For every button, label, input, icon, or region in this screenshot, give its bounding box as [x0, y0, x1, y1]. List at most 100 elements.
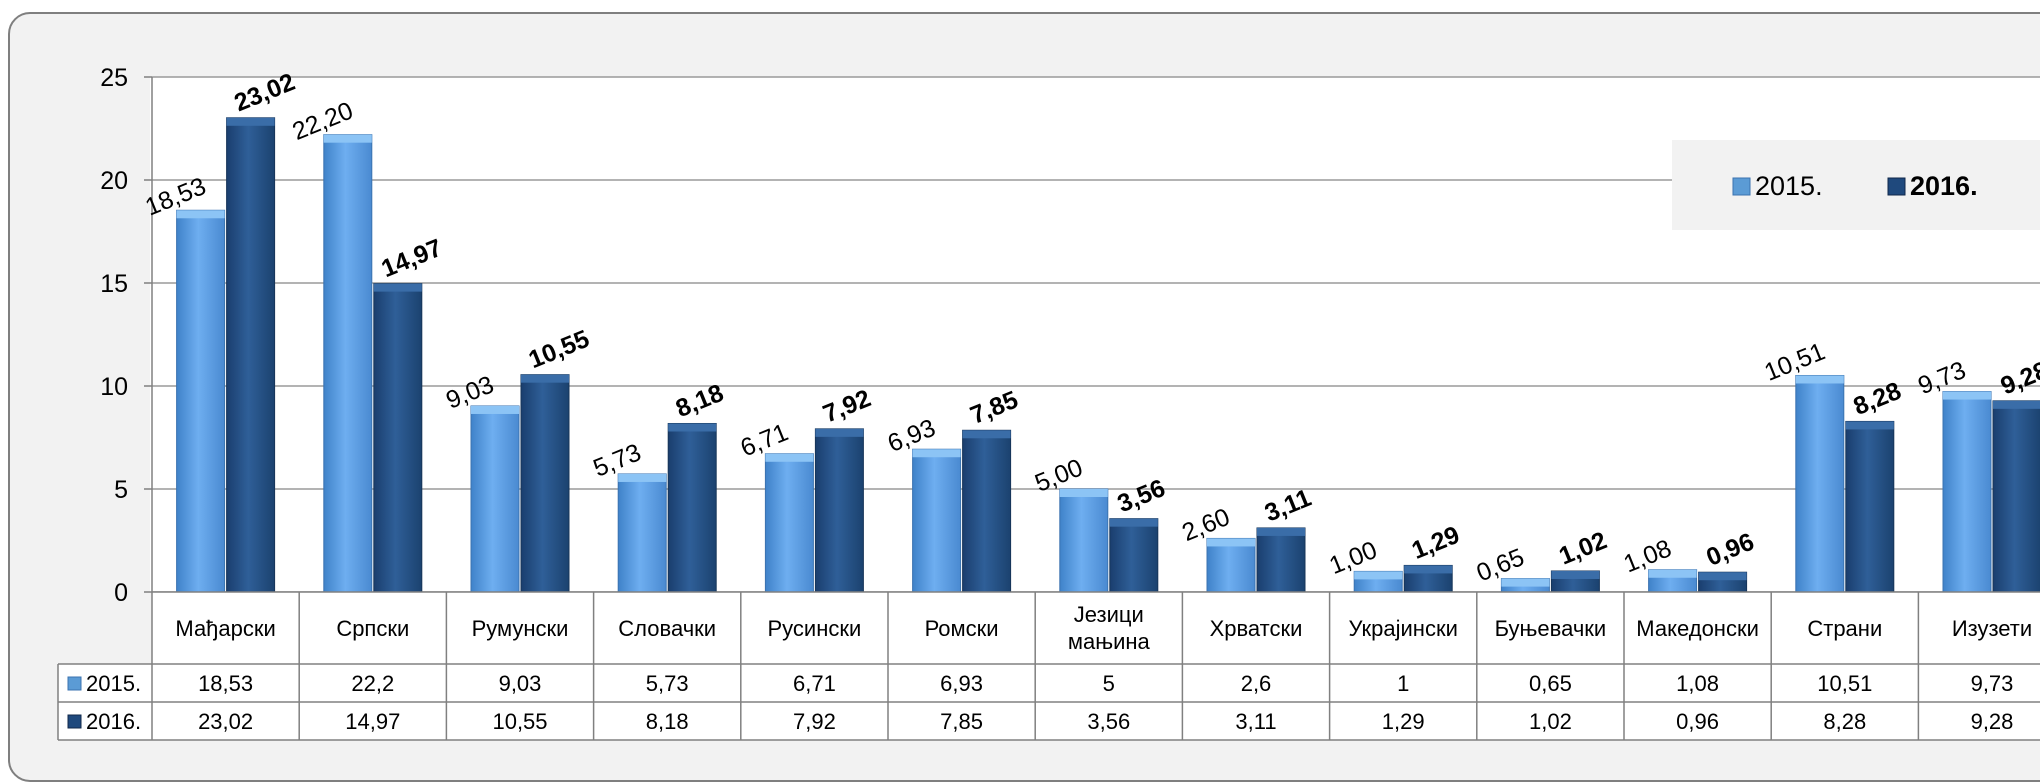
bar-body	[226, 117, 276, 593]
bar-2015	[1795, 374, 1845, 593]
table-legend-key-2015	[67, 676, 82, 691]
bar-2016	[1550, 570, 1600, 593]
bar-2015	[764, 453, 814, 593]
bar-2016	[1256, 527, 1306, 593]
bar-2016	[1109, 518, 1159, 593]
bar-top-bevel	[1993, 400, 2040, 409]
bar-2016	[1698, 571, 1748, 593]
y-axis: 0 5 10 15 20 25	[100, 64, 153, 607]
bar-body	[1942, 391, 1992, 593]
table-cell: 5	[1103, 671, 1115, 696]
table-cell: 7,92	[793, 709, 836, 734]
y-tick-label: 15	[100, 270, 128, 298]
bar-2015	[470, 405, 520, 593]
table-cell: 0,65	[1529, 671, 1572, 696]
bar-2016	[226, 117, 276, 593]
bar-top-bevel	[1795, 375, 1844, 384]
legend-key-2016	[1887, 177, 1906, 196]
bar-2015	[323, 134, 373, 593]
table-cell: 6,93	[940, 671, 983, 696]
data-table: Мађарски Српски Румунски Словачки Русински Ро…	[57, 591, 2040, 741]
bar-body	[1992, 400, 2040, 593]
table-cell: 9,28	[1971, 709, 2014, 734]
category-label: Српски	[336, 616, 409, 641]
bar-2015	[1059, 488, 1109, 593]
bar-body	[1059, 488, 1109, 593]
bar-2016	[373, 283, 423, 593]
bar-top-bevel	[226, 117, 275, 126]
bar-body	[764, 453, 814, 593]
bar-body	[617, 473, 667, 593]
bar-body	[1795, 374, 1845, 593]
table-cell: 3,11	[1235, 709, 1276, 734]
bar-body	[1109, 518, 1159, 593]
bar-body	[373, 283, 423, 593]
table-cell: 6,71	[793, 671, 836, 696]
bar-top-bevel	[521, 374, 569, 383]
category-label: Страни	[1807, 616, 1882, 641]
bar-body	[323, 134, 373, 593]
bar-body	[814, 428, 864, 593]
table-cell: 7,85	[940, 709, 983, 734]
bar-body	[1256, 527, 1306, 593]
category-label: Ромски	[925, 616, 999, 641]
category-label: Хрватски	[1210, 616, 1303, 641]
bar-top-bevel	[815, 428, 864, 437]
table-series-name: 2015.	[86, 671, 141, 696]
table-cell: 14,97	[345, 709, 400, 734]
table-legend-key-2016	[67, 714, 82, 729]
bar-2015	[617, 473, 667, 593]
table-cell: 9,03	[499, 671, 542, 696]
bar-top-bevel	[176, 210, 225, 219]
bar-2015	[176, 209, 226, 593]
bar-top-bevel	[962, 430, 1011, 439]
bar-body	[1845, 420, 1895, 593]
category-label: Мађарски	[175, 616, 275, 641]
table-series-name: 2016.	[86, 709, 141, 734]
category-label: Русински	[768, 616, 862, 641]
table-cell: 23,02	[198, 709, 253, 734]
bar-2015	[1353, 570, 1403, 593]
category-label: Језици мањина	[1068, 602, 1151, 654]
bar-top-bevel	[1404, 565, 1453, 574]
bar-top-bevel	[1943, 391, 1991, 400]
category-label: Македонски	[1636, 616, 1759, 641]
bar-top-bevel	[1845, 421, 1894, 430]
bar-top-bevel	[1698, 572, 1747, 581]
bar-body	[667, 422, 717, 593]
bar-top-bevel	[1551, 570, 1600, 579]
table-cell: 10,51	[1817, 671, 1872, 696]
table-cell: 1,02	[1529, 709, 1572, 734]
bar-2016	[814, 428, 864, 593]
bar-2015	[1942, 391, 1992, 593]
bar-2016	[520, 374, 570, 593]
y-tick-label: 0	[114, 579, 128, 607]
legend-label-2016: 2016.	[1910, 171, 1978, 201]
bar-top-bevel	[373, 283, 422, 292]
table-cell: 3,56	[1087, 709, 1130, 734]
bar-body	[912, 448, 962, 593]
bar-top-bevel	[1059, 489, 1108, 497]
bar-body	[176, 209, 226, 593]
bar-top-bevel	[912, 449, 961, 458]
bar-body	[962, 429, 1012, 593]
category-label: Румунски	[472, 616, 569, 641]
bar-top-bevel	[1257, 527, 1305, 536]
bar-2015	[1206, 537, 1256, 593]
category-label: Украјински	[1349, 616, 1458, 641]
bar-top-bevel	[1648, 569, 1697, 578]
table-cell: 8,28	[1823, 709, 1866, 734]
bar-2016	[1403, 564, 1453, 593]
table-cell: 2,6	[1241, 671, 1272, 696]
bar-top-bevel	[765, 453, 814, 462]
table-cell: 8,18	[646, 709, 689, 734]
bar-top-bevel	[668, 423, 717, 432]
y-tick-label: 20	[100, 167, 128, 195]
bars	[176, 117, 2040, 593]
bar-2015	[1500, 578, 1550, 593]
bar-top-bevel	[1207, 538, 1255, 547]
legend-key-2015	[1732, 177, 1751, 196]
table-cell: 22,2	[351, 671, 394, 696]
table-cell: 1,08	[1676, 671, 1719, 696]
category-label: Словачки	[618, 616, 716, 641]
